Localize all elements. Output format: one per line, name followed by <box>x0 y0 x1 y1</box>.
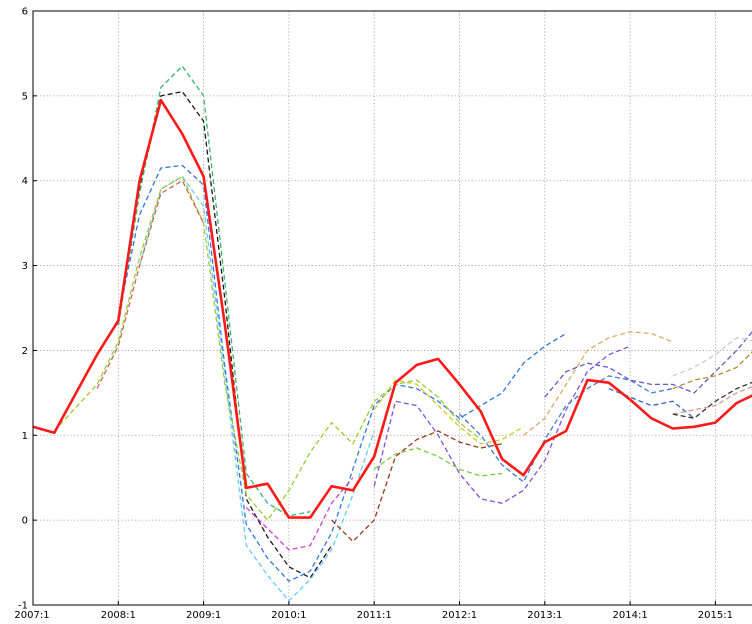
y-tick-label: 2 <box>22 346 28 357</box>
x-tick-label: 2009:1 <box>186 610 221 621</box>
series-line-forecast <box>138 175 375 602</box>
series-line-forecast <box>96 180 205 389</box>
x-tick-label: 2013:1 <box>527 610 562 621</box>
series-line-actual <box>33 98 752 519</box>
y-tick-label: 4 <box>22 176 28 187</box>
series-line-forecast <box>672 381 752 419</box>
series-line-forecast <box>523 331 674 436</box>
y-tick-label: 0 <box>22 516 28 527</box>
series-line-forecast <box>544 331 752 398</box>
series-group <box>33 65 752 602</box>
series-line-forecast <box>672 337 752 377</box>
series-line-forecast <box>672 351 752 390</box>
plot-frame <box>32 10 752 606</box>
series-line-forecast <box>608 387 695 419</box>
series-line-forecast <box>331 430 503 543</box>
x-tick-label: 2012:1 <box>442 610 477 621</box>
grid <box>33 11 752 605</box>
y-tick-label: 6 <box>22 7 28 18</box>
x-tick-label: 2008:1 <box>101 610 136 621</box>
x-tick-label: 2014:1 <box>613 610 648 621</box>
series-line-forecast <box>53 175 482 521</box>
series-line-forecast <box>373 447 503 477</box>
tick-labels: 2007:1 2008:1 2009:1 2010:1 2011:1 2012:1 2013… <box>14 7 733 622</box>
y-tick-label: 5 <box>22 91 28 102</box>
x-tick-label: 2007:1 <box>14 610 49 621</box>
x-tick-label: 2010:1 <box>271 610 306 621</box>
series-line-forecast <box>373 379 524 445</box>
y-tick-label: 3 <box>22 261 28 272</box>
x-tick-label: 2011:1 <box>357 610 392 621</box>
series-line-forecast <box>245 477 354 551</box>
series-line-forecast <box>373 345 631 504</box>
x-tick-label: 2015:1 <box>698 610 733 621</box>
y-tick-label: -1 <box>18 601 28 612</box>
series-line-forecast <box>117 164 567 582</box>
series-line-forecast <box>672 386 752 415</box>
y-tick-label: 1 <box>22 431 28 442</box>
